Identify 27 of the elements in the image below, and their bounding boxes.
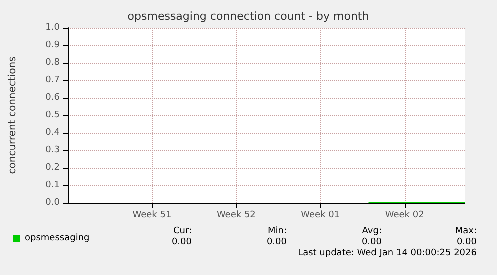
text: Max:	[455, 226, 477, 236]
legend-label: opsmessaging	[25, 234, 90, 244]
y-tick-label: 0.8	[46, 58, 60, 68]
text: Min:	[268, 226, 287, 236]
text: 0.00	[362, 238, 382, 248]
y-tick-label: 0.3	[46, 146, 60, 156]
y-tick-label: 0.2	[46, 163, 60, 173]
y-tick-label: 1.0	[46, 23, 60, 33]
y-tick-label: 0.4	[46, 128, 60, 138]
y-tick-label: 0.1	[46, 180, 60, 190]
text: Avg:	[362, 226, 382, 236]
text: Cur:	[173, 226, 192, 236]
y-tick-label: 0.7	[46, 76, 60, 86]
y-axis-title: concurrent connections	[8, 56, 18, 174]
text: 0.00	[456, 238, 478, 248]
text: 0.00	[172, 238, 192, 248]
text: Last update: Wed Jan 14 00:00:25 2026	[298, 248, 478, 258]
x-tick-label: Week 01	[301, 210, 340, 220]
y-tick-label: 0.6	[46, 93, 60, 103]
chart-title: opsmessaging connection count - by month	[128, 10, 370, 23]
text: 0.00	[266, 238, 288, 248]
y-tick-label: 0.5	[46, 110, 60, 120]
x-tick-label: Week 51	[132, 210, 172, 220]
x-tick-label: Week 02	[385, 210, 424, 220]
y-tick-label: 0.9	[46, 40, 60, 50]
x-tick-label: Week 52	[216, 210, 256, 220]
y-tick-label: 0.0	[46, 198, 60, 208]
